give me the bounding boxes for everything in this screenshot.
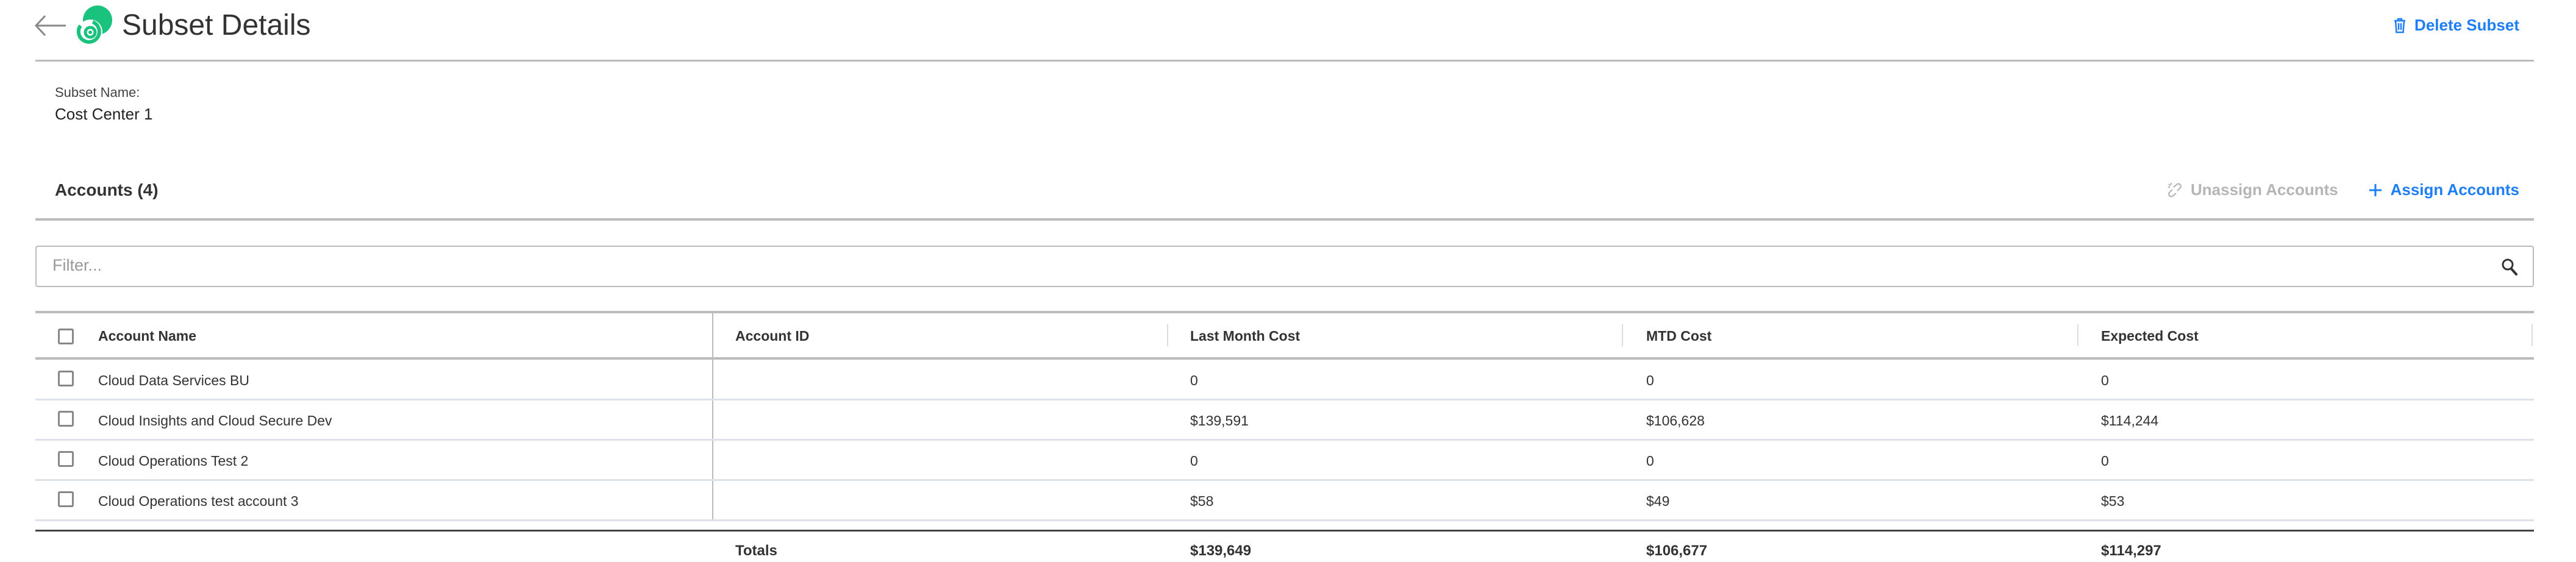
plus-icon — [2369, 183, 2382, 196]
logo — [74, 5, 113, 48]
trash-icon — [2394, 18, 2406, 33]
header-divider — [35, 60, 2534, 62]
assign-accounts-button[interactable]: Assign Accounts — [2369, 180, 2519, 199]
last-month-cost: $139,591 — [1190, 413, 1249, 429]
account-name: Cloud Operations Test 2 — [98, 453, 249, 469]
delete-subset-button[interactable]: Delete Subset — [2394, 16, 2519, 35]
row-checkbox[interactable] — [58, 491, 74, 507]
subset-name-label: Subset Name: — [55, 85, 140, 100]
filter-box — [35, 246, 2534, 287]
unassign-accounts-label: Unassign Accounts — [2191, 180, 2338, 199]
assign-accounts-label: Assign Accounts — [2390, 180, 2519, 199]
account-name: Cloud Operations test account 3 — [98, 493, 299, 509]
column-resizer[interactable] — [1622, 324, 1623, 346]
table-top-border — [35, 311, 2534, 313]
account-name: Cloud Insights and Cloud Secure Dev — [98, 413, 332, 429]
mtd-cost: $49 — [1646, 493, 1670, 509]
expected-cost: $53 — [2101, 493, 2125, 509]
last-month-cost: 0 — [1190, 372, 1198, 388]
column-header-account-name[interactable]: Account Name — [98, 328, 197, 344]
search-icon[interactable] — [2501, 258, 2518, 276]
row-checkbox[interactable] — [58, 371, 74, 386]
row-divider — [35, 519, 2534, 521]
header-bottom-border — [35, 357, 2534, 360]
filter-input[interactable] — [51, 255, 2432, 276]
totals-last-month-cost: $139,649 — [1190, 542, 1252, 559]
subset-name-value: Cost Center 1 — [55, 105, 153, 123]
expected-cost: 0 — [2101, 453, 2109, 469]
row-divider — [35, 439, 2534, 441]
row-divider — [35, 479, 2534, 481]
accounts-divider — [35, 218, 2534, 221]
totals-label: Totals — [735, 542, 777, 559]
totals-expected-cost: $114,297 — [2101, 542, 2161, 559]
column-resizer[interactable] — [2077, 324, 2078, 346]
accounts-title: Accounts (4) — [55, 180, 159, 199]
arrow-left-icon — [34, 15, 66, 37]
last-month-cost: 0 — [1190, 453, 1198, 469]
expected-cost: 0 — [2101, 372, 2109, 388]
row-checkbox[interactable] — [58, 411, 74, 427]
unassign-accounts-button[interactable]: Unassign Accounts — [2167, 180, 2338, 199]
unlink-icon — [2168, 182, 2182, 197]
mtd-cost: 0 — [1646, 372, 1654, 388]
green-spiral-logo-icon — [76, 5, 112, 44]
select-all-checkbox[interactable] — [58, 329, 74, 344]
column-header-mtd-cost[interactable]: MTD Cost — [1646, 328, 1712, 344]
mtd-cost: 0 — [1646, 453, 1654, 469]
delete-subset-label: Delete Subset — [2414, 16, 2519, 34]
column-header-expected-cost[interactable]: Expected Cost — [2101, 328, 2199, 344]
mtd-cost: $106,628 — [1646, 413, 1705, 429]
pinned-column-divider — [712, 312, 713, 521]
totals-divider — [35, 530, 2534, 532]
column-header-account-id[interactable]: Account ID — [735, 328, 810, 344]
back-button[interactable] — [34, 13, 67, 38]
last-month-cost: $58 — [1190, 493, 1214, 509]
expected-cost: $114,244 — [2101, 413, 2159, 429]
row-divider — [35, 399, 2534, 400]
column-resizer[interactable] — [1167, 324, 1168, 346]
page-title: Subset Details — [122, 9, 311, 41]
totals-mtd-cost: $106,677 — [1646, 542, 1708, 559]
column-header-last-month-cost[interactable]: Last Month Cost — [1190, 328, 1300, 344]
row-checkbox[interactable] — [58, 451, 74, 467]
column-resizer[interactable] — [2531, 324, 2533, 346]
account-name: Cloud Data Services BU — [98, 372, 249, 388]
